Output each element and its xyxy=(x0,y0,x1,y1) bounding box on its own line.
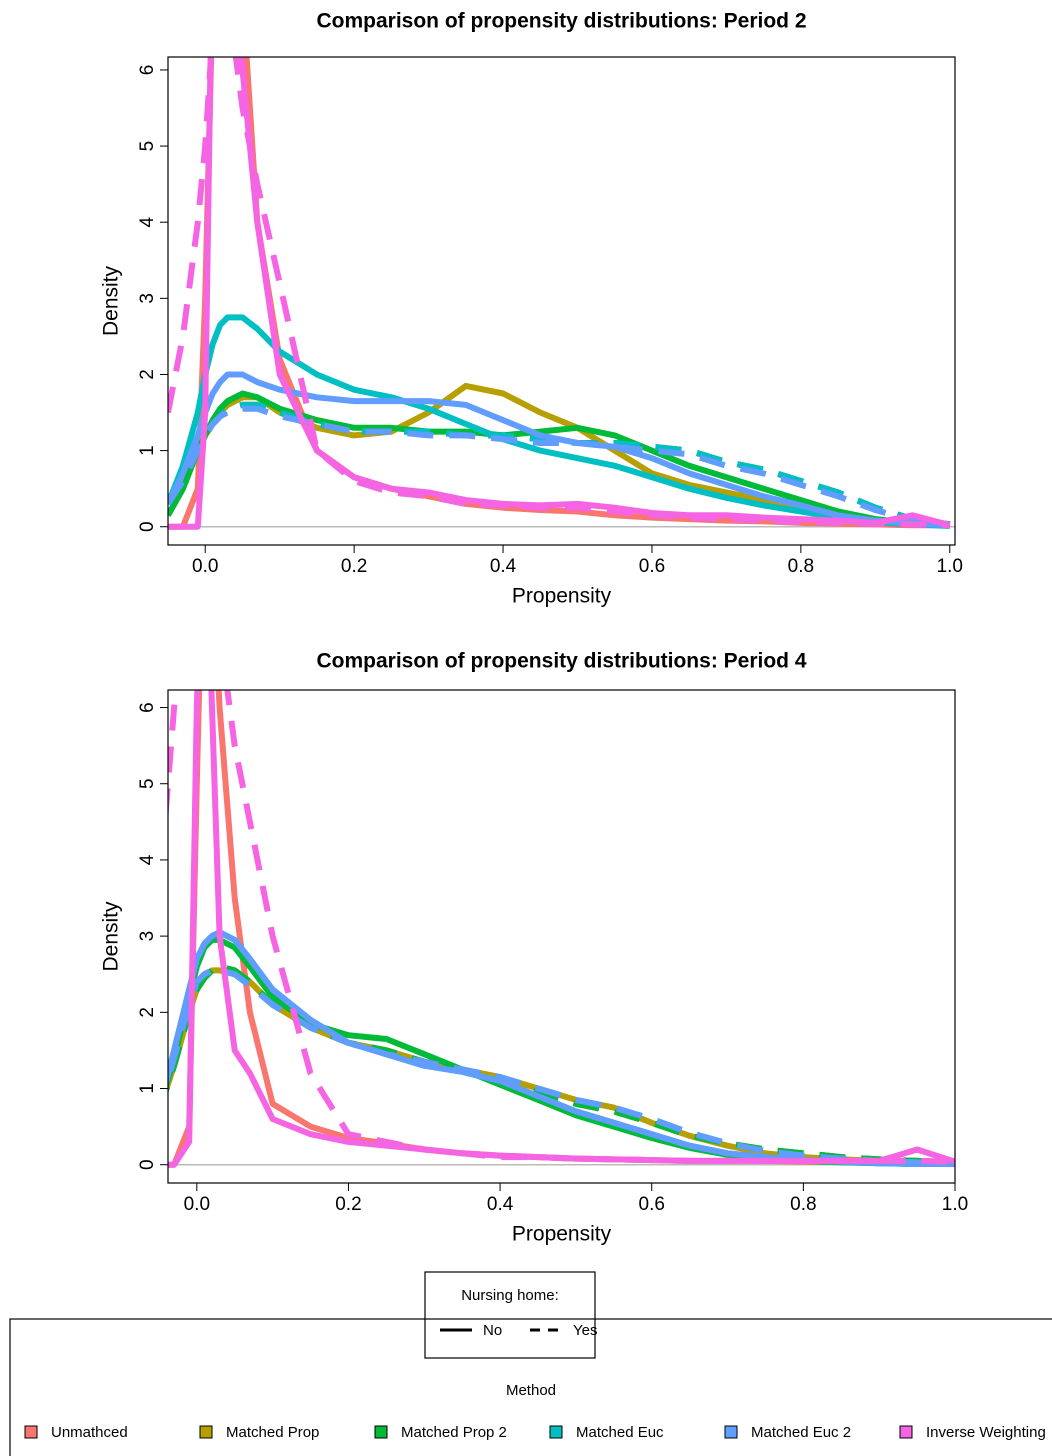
density-line xyxy=(168,929,955,1167)
x-tick-label: 0.0 xyxy=(184,1194,210,1215)
y-axis-label: Density xyxy=(100,265,123,336)
x-axis-label: Propensity xyxy=(512,1223,612,1246)
legend-label: Matched Prop 2 xyxy=(401,1424,507,1441)
chart-title: Comparison of propensity distributions: … xyxy=(316,650,806,673)
linetype-legend-box xyxy=(424,1271,596,1359)
x-tick-label: 0.2 xyxy=(341,556,367,577)
y-tick-label: 6 xyxy=(137,702,158,713)
density-line xyxy=(168,314,950,529)
density-line xyxy=(168,57,950,530)
legend-label: Unmathced xyxy=(51,1424,128,1441)
legend-label: Yes xyxy=(573,1322,597,1339)
legend-swatch xyxy=(199,1425,213,1439)
x-axis-label: Propensity xyxy=(512,585,612,608)
y-tick-label: 2 xyxy=(137,369,158,380)
x-tick-label: 0.2 xyxy=(335,1194,361,1215)
density-line xyxy=(168,936,955,1167)
legend-label: Matched Euc 2 xyxy=(751,1424,851,1441)
chart-title: Comparison of propensity distributions: … xyxy=(316,10,806,33)
y-tick-label: 0 xyxy=(137,521,158,532)
y-tick-label: 1 xyxy=(137,445,158,456)
legend-swatch xyxy=(549,1425,563,1439)
y-tick-label: 0 xyxy=(137,1159,158,1170)
x-tick-label: 1.0 xyxy=(937,556,963,577)
x-tick-label: 0.6 xyxy=(639,556,665,577)
legend-label: No xyxy=(483,1322,502,1339)
plot-area xyxy=(168,57,955,530)
y-tick-label: 5 xyxy=(137,141,158,152)
legend-label: Matched Euc xyxy=(576,1424,664,1441)
y-tick-label: 4 xyxy=(137,854,158,865)
plot-area xyxy=(168,690,955,1168)
x-tick-label: 0.4 xyxy=(487,1194,514,1215)
x-tick-label: 0.6 xyxy=(639,1194,665,1215)
legend-swatch xyxy=(374,1425,388,1439)
x-tick-label: 0.8 xyxy=(788,556,814,577)
y-tick-label: 5 xyxy=(137,778,158,789)
plot-frame xyxy=(167,689,956,1184)
linetype-legend-title: Nursing home: xyxy=(461,1287,559,1304)
x-tick-label: 0.8 xyxy=(790,1194,816,1215)
x-tick-label: 0.4 xyxy=(490,556,517,577)
y-tick-label: 3 xyxy=(137,931,158,942)
plot-frame xyxy=(167,56,956,546)
y-axis-label: Density xyxy=(100,901,123,972)
y-tick-label: 3 xyxy=(137,293,158,304)
density-line xyxy=(168,57,951,530)
y-tick-label: 1 xyxy=(137,1083,158,1094)
density-line xyxy=(168,690,955,1165)
legend-swatch xyxy=(24,1425,38,1439)
legend-swatch xyxy=(724,1425,738,1439)
method-legend-title: Method xyxy=(506,1382,556,1399)
y-tick-label: 2 xyxy=(137,1007,158,1018)
method-legend-box xyxy=(9,1318,1052,1456)
density-line xyxy=(168,929,955,1167)
density-line xyxy=(168,405,951,529)
density-line xyxy=(168,690,955,1168)
density-line xyxy=(168,57,950,529)
legend-label: Matched Prop xyxy=(226,1424,319,1441)
x-tick-label: 1.0 xyxy=(942,1194,968,1215)
legend-label: Inverse Weighting xyxy=(926,1424,1046,1441)
density-line xyxy=(168,371,950,529)
legend-swatch xyxy=(899,1425,913,1439)
y-tick-label: 6 xyxy=(137,65,158,76)
density-line xyxy=(168,690,955,1168)
y-tick-label: 4 xyxy=(137,216,158,227)
x-tick-label: 0.0 xyxy=(192,556,218,577)
density-line xyxy=(168,967,955,1167)
